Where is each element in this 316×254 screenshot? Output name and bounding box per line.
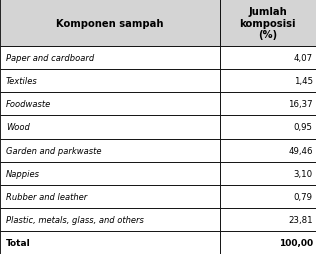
Bar [0, 116, 220, 139]
Bar [0, 162, 220, 185]
Bar [220, 70, 316, 93]
Text: 100,00: 100,00 [279, 238, 313, 247]
Text: 3,10: 3,10 [294, 169, 313, 178]
Bar [0, 70, 220, 93]
Text: Textiles: Textiles [6, 77, 37, 86]
Bar [0, 139, 220, 162]
Text: Rubber and leather: Rubber and leather [6, 192, 87, 201]
Bar [220, 162, 316, 185]
Bar [220, 0, 316, 47]
Text: Plastic, metals, glass, and others: Plastic, metals, glass, and others [6, 215, 143, 224]
Bar [0, 47, 220, 70]
Bar [220, 139, 316, 162]
Bar [220, 208, 316, 231]
Text: Jumlah
komposisi
(%): Jumlah komposisi (%) [240, 7, 296, 40]
Text: 0,95: 0,95 [294, 123, 313, 132]
Text: Total: Total [6, 238, 30, 247]
Bar [220, 185, 316, 208]
Bar [220, 93, 316, 116]
Text: Wood: Wood [6, 123, 30, 132]
Text: 49,46: 49,46 [288, 146, 313, 155]
Text: 0,79: 0,79 [294, 192, 313, 201]
Bar [0, 208, 220, 231]
Text: Nappies: Nappies [6, 169, 40, 178]
Bar [220, 47, 316, 70]
Bar [220, 231, 316, 254]
Bar [0, 93, 220, 116]
Bar [0, 231, 220, 254]
Text: Paper and cardboard: Paper and cardboard [6, 54, 94, 63]
Text: Garden and parkwaste: Garden and parkwaste [6, 146, 101, 155]
Text: 4,07: 4,07 [294, 54, 313, 63]
Text: 23,81: 23,81 [288, 215, 313, 224]
Bar [0, 185, 220, 208]
Bar [220, 116, 316, 139]
Text: Komponen sampah: Komponen sampah [56, 19, 164, 28]
Text: 16,37: 16,37 [288, 100, 313, 109]
Bar [0, 0, 220, 47]
Text: Foodwaste: Foodwaste [6, 100, 51, 109]
Text: 1,45: 1,45 [294, 77, 313, 86]
